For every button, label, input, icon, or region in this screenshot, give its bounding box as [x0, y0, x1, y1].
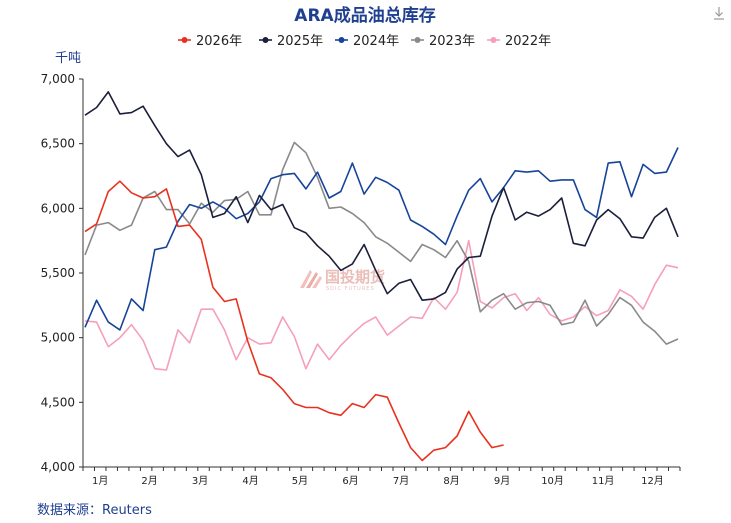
y-axis-unit: 千吨	[55, 51, 81, 66]
legend-marker	[262, 37, 269, 43]
legend: 2026年 2025年 2024年 2023年 2022年	[178, 34, 551, 49]
legend-label: 2022年	[505, 34, 551, 49]
legend-label: 2024年	[353, 34, 399, 49]
series-line	[84, 141, 679, 345]
legend-marker	[490, 37, 497, 43]
y-tick-label: 5,000	[41, 331, 75, 345]
x-tick-label: 12月	[641, 475, 664, 487]
y-tick-label: 4,500	[41, 395, 75, 409]
x-tick-label: 10月	[541, 475, 564, 487]
series-layer	[84, 91, 679, 462]
legend-marker	[338, 37, 345, 43]
watermark-text: 国投期货	[325, 268, 385, 286]
y-tick-label: 6,000	[41, 201, 75, 215]
watermark: 国投期货 SDIC FUTURES	[300, 268, 385, 292]
x-tick-label: 6月	[342, 475, 358, 487]
axes: 4,000 4,500 5,000 5,500 6,000 6,500 7,000 1月 2月 3…	[41, 72, 681, 487]
legend-marker	[414, 37, 421, 43]
x-tick-label: 1月	[92, 475, 108, 487]
y-tick-label: 6,500	[41, 137, 75, 151]
x-tick-label: 7月	[393, 475, 409, 487]
x-tick-label: 3月	[192, 475, 208, 487]
x-tick-label: 2月	[141, 475, 157, 487]
legend-label: 2023年	[429, 34, 475, 49]
x-tick-label: 9月	[494, 475, 510, 487]
series-line	[84, 239, 679, 371]
watermark-logo-icon	[300, 270, 322, 288]
series-line	[84, 91, 679, 302]
series-line	[84, 180, 504, 462]
x-tick-label: 11月	[592, 475, 615, 487]
legend-marker	[181, 37, 188, 43]
data-source: 数据来源：Reuters	[37, 503, 152, 518]
y-tick-label: 4,000	[41, 460, 75, 474]
chart-title: ARA成品油总库存	[294, 5, 435, 26]
x-tick-label: 4月	[242, 475, 258, 487]
download-icon[interactable]	[714, 7, 724, 20]
watermark-subtext: SDIC FUTURES	[326, 286, 375, 292]
x-tick-label: 8月	[443, 475, 459, 487]
x-tick-label: 5月	[292, 475, 308, 487]
y-tick-label: 7,000	[41, 72, 75, 86]
y-tick-label: 5,500	[41, 266, 75, 280]
legend-label: 2025年	[277, 34, 323, 49]
series-line	[84, 147, 679, 331]
legend-label: 2026年	[196, 34, 242, 49]
